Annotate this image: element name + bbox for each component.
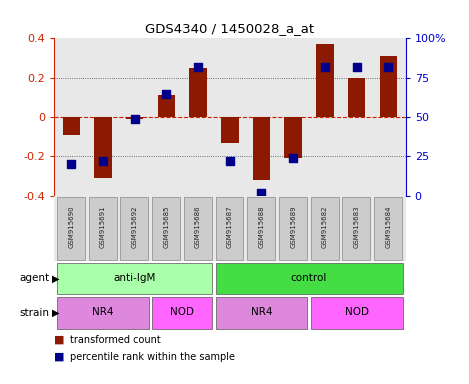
- FancyBboxPatch shape: [57, 297, 149, 328]
- Text: ▶: ▶: [52, 308, 59, 318]
- Point: [68, 161, 75, 167]
- FancyBboxPatch shape: [374, 197, 402, 260]
- Point: [131, 116, 138, 122]
- Text: NOD: NOD: [170, 307, 194, 317]
- Text: ▶: ▶: [52, 273, 59, 283]
- FancyBboxPatch shape: [152, 197, 180, 260]
- FancyBboxPatch shape: [89, 197, 117, 260]
- Bar: [316, 44, 333, 117]
- FancyBboxPatch shape: [216, 297, 308, 328]
- Text: GDS4340 / 1450028_a_at: GDS4340 / 1450028_a_at: [145, 22, 314, 35]
- Point: [289, 155, 297, 161]
- Text: GSM915689: GSM915689: [290, 206, 296, 248]
- Text: ■: ■: [54, 352, 64, 362]
- FancyBboxPatch shape: [310, 197, 339, 260]
- Point: [321, 64, 329, 70]
- FancyBboxPatch shape: [247, 197, 275, 260]
- Text: GSM915685: GSM915685: [163, 206, 169, 248]
- Text: GSM915692: GSM915692: [132, 206, 138, 248]
- Text: GSM915688: GSM915688: [258, 206, 265, 248]
- Bar: [253, 117, 270, 180]
- Text: percentile rank within the sample: percentile rank within the sample: [70, 352, 235, 362]
- FancyBboxPatch shape: [310, 297, 402, 328]
- FancyBboxPatch shape: [342, 197, 370, 260]
- Point: [163, 91, 170, 97]
- Bar: [63, 117, 80, 135]
- Text: GSM915687: GSM915687: [227, 206, 233, 248]
- Text: GSM915690: GSM915690: [68, 206, 75, 248]
- FancyBboxPatch shape: [57, 263, 212, 294]
- FancyBboxPatch shape: [216, 197, 243, 260]
- FancyBboxPatch shape: [216, 263, 402, 294]
- Bar: [126, 117, 144, 119]
- Point: [385, 64, 392, 70]
- Point: [99, 158, 107, 164]
- Bar: [189, 68, 207, 117]
- FancyBboxPatch shape: [184, 197, 212, 260]
- FancyBboxPatch shape: [152, 297, 212, 328]
- Point: [194, 64, 202, 70]
- Text: control: control: [291, 273, 327, 283]
- Bar: [221, 117, 239, 143]
- Text: transformed count: transformed count: [70, 335, 161, 345]
- Text: NR4: NR4: [92, 307, 114, 317]
- Text: ■: ■: [54, 335, 64, 345]
- Text: GSM915686: GSM915686: [195, 206, 201, 248]
- Bar: [285, 117, 302, 159]
- Text: agent: agent: [19, 273, 49, 283]
- Text: strain: strain: [19, 308, 49, 318]
- Bar: [94, 117, 112, 178]
- Bar: [348, 78, 365, 117]
- FancyBboxPatch shape: [57, 197, 85, 260]
- Text: NOD: NOD: [345, 307, 369, 317]
- Text: anti-IgM: anti-IgM: [113, 273, 156, 283]
- Text: GSM915684: GSM915684: [385, 206, 391, 248]
- Bar: [379, 56, 397, 117]
- Text: GSM915682: GSM915682: [322, 206, 328, 248]
- Text: GSM915683: GSM915683: [354, 206, 360, 248]
- FancyBboxPatch shape: [121, 197, 148, 260]
- Point: [226, 158, 234, 164]
- Point: [258, 190, 265, 196]
- Bar: [158, 96, 175, 117]
- Point: [353, 64, 360, 70]
- Text: GSM915691: GSM915691: [100, 206, 106, 248]
- Text: NR4: NR4: [251, 307, 272, 317]
- FancyBboxPatch shape: [279, 197, 307, 260]
